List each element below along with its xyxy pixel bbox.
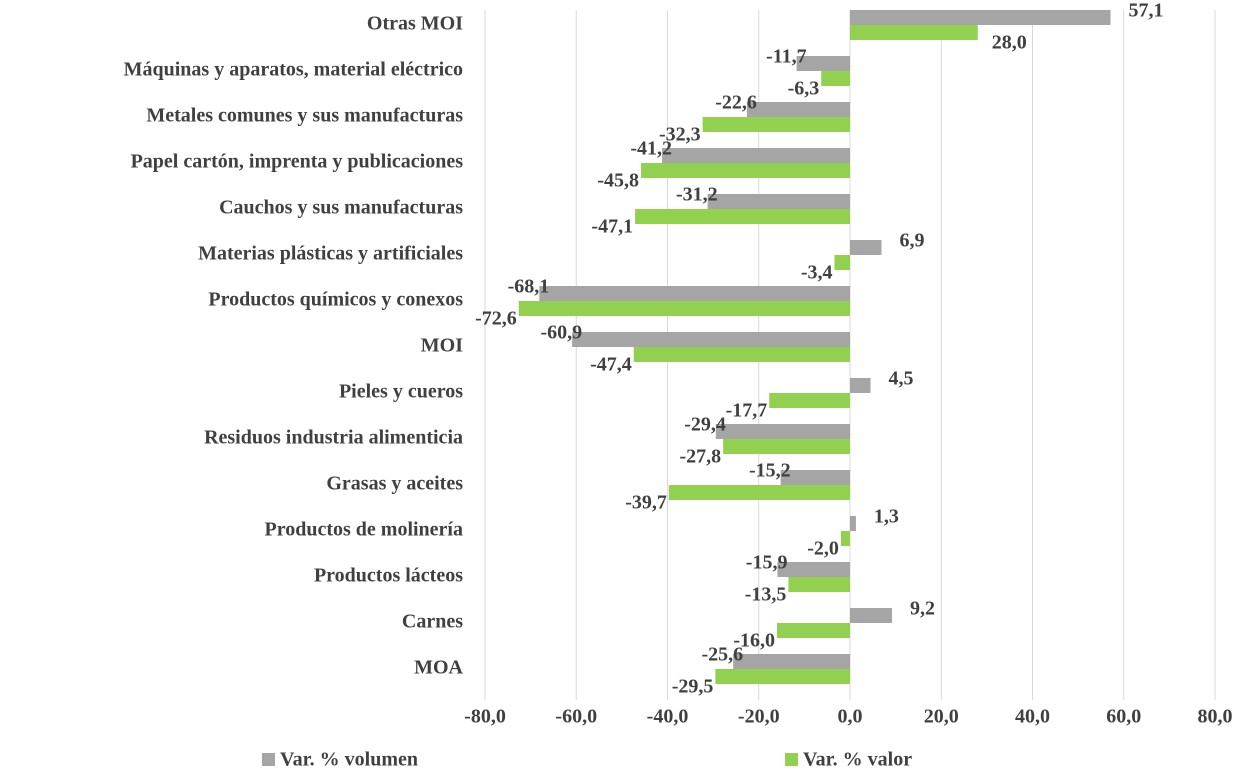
value-label: -29,5 [672,676,714,698]
bar [850,25,978,40]
value-label: 57,1 [1129,0,1164,22]
category-label: Máquinas y aparatos, material eléctrico [124,59,463,81]
category-label: Productos de molinería [264,519,463,541]
value-label: -39,7 [625,492,667,514]
bar [572,332,850,347]
x-tick-label: 40,0 [1015,706,1050,728]
category-label: Cauchos y sus manufacturas [219,197,463,219]
bar [788,577,850,592]
value-label: -47,4 [590,354,632,376]
x-tick-label: 0,0 [838,706,863,728]
value-label: -6,3 [788,78,820,100]
value-label: -3,4 [801,262,833,284]
category-label: MOI [421,335,463,357]
bar [834,255,850,270]
bar [715,424,850,439]
legend-label: Var. % valor [803,749,912,771]
value-label: -15,9 [746,552,788,574]
x-tick-label: 80,0 [1198,706,1233,728]
category-label: Pieles y cueros [339,381,463,403]
value-label: 6,9 [899,230,924,252]
bar [796,56,850,71]
category-label: Productos químicos y conexos [208,289,463,311]
bar [715,669,850,684]
x-tick-label: -60,0 [555,706,597,728]
category-label: Papel cartón, imprenta y publicaciones [131,151,464,173]
value-label: -17,7 [726,400,768,422]
bar [850,516,856,531]
category-label: Metales comunes y sus manufacturas [146,105,463,127]
legend-swatch [785,753,798,766]
bar [850,10,1111,25]
bar [850,240,882,255]
bar [850,608,892,623]
bar [777,562,850,577]
value-label: -25,6 [702,644,744,666]
bar [840,531,850,546]
value-label: -2,0 [807,538,839,560]
bar [539,286,850,301]
legend-swatch [262,753,275,766]
x-tick-label: 20,0 [924,706,959,728]
value-label: 9,2 [910,598,935,620]
value-label: -29,4 [684,414,726,436]
x-tick-label: -80,0 [464,706,506,728]
bar [746,102,850,117]
bar [850,378,871,393]
category-label: MOA [414,657,463,679]
value-label: 4,5 [889,368,914,390]
category-label: Residuos industria alimenticia [204,427,463,449]
category-label: Productos lácteos [314,565,463,587]
category-label: Carnes [402,611,463,633]
value-label: -41,2 [630,138,672,160]
bar [821,71,850,86]
bar [518,301,850,316]
value-label: -32,3 [659,124,701,146]
value-label: -27,8 [679,446,721,468]
value-label: 1,3 [874,506,899,528]
bar [635,209,850,224]
category-label: Grasas y aceites [326,473,463,495]
bar [668,485,850,500]
x-tick-label: 60,0 [1106,706,1141,728]
bar [723,439,850,454]
value-label: -60,9 [540,322,582,344]
value-label: -31,2 [676,184,718,206]
x-tick-label: -40,0 [647,706,689,728]
category-label: Otras MOI [367,13,463,35]
value-label: -68,1 [508,276,550,298]
value-label: 28,0 [992,32,1027,54]
bar [641,163,850,178]
value-label: -11,7 [766,46,807,68]
x-tick-label: -20,0 [738,706,780,728]
bar [733,654,850,669]
bar [769,393,850,408]
bar [702,117,850,132]
value-label: -47,1 [591,216,633,238]
category-label: Materias plásticas y artificiales [198,243,463,265]
value-label: -45,8 [597,170,639,192]
bar [780,470,850,485]
bar [662,148,850,163]
bar [777,623,850,638]
value-label: -72,6 [475,308,517,330]
bar [707,194,850,209]
value-label: -16,0 [733,630,775,652]
bar [633,347,850,362]
value-label: -13,5 [745,584,787,606]
value-label: -22,6 [715,92,757,114]
legend-label: Var. % volumen [280,749,418,771]
value-label: -15,2 [749,460,791,482]
